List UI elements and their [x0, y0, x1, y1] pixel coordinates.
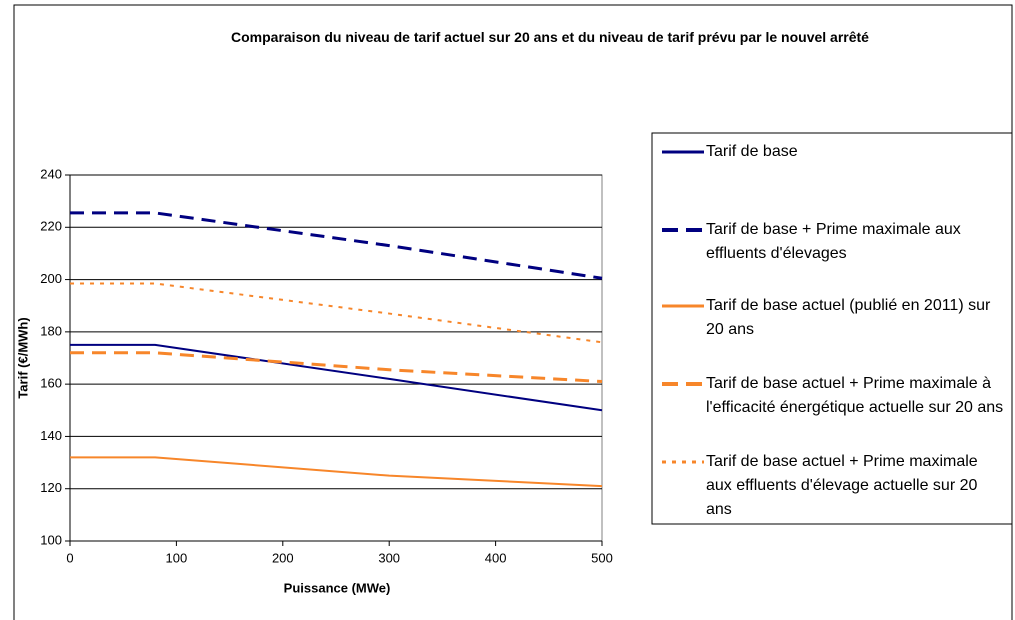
x-tick-label: 500 — [591, 550, 613, 565]
x-tick-label: 100 — [166, 550, 188, 565]
plot-area — [69, 174, 603, 542]
series-line — [70, 456, 603, 488]
y-tick-label: 100 — [40, 532, 62, 547]
y-tick-label: 200 — [40, 271, 62, 286]
x-tick-label: 200 — [272, 550, 294, 565]
x-axis-label: Puissance (MWe) — [284, 580, 391, 595]
legend-label: Tarif de base + Prime maximale aux efflu… — [706, 221, 961, 262]
legend-label: Tarif de base actuel (publié en 2011) su… — [706, 297, 991, 338]
x-tick-label: 300 — [378, 550, 400, 565]
y-tick-label: 240 — [40, 166, 62, 181]
y-tick-label: 220 — [40, 219, 62, 234]
legend-label: Tarif de base actuel + Prime maximale à … — [706, 375, 1004, 416]
chart-title: Comparaison du niveau de tarif actuel su… — [231, 29, 869, 45]
y-tick-label: 120 — [40, 480, 62, 495]
y-tick-label: 140 — [40, 428, 62, 443]
y-tick-label: 180 — [40, 323, 62, 338]
series-line — [70, 282, 603, 344]
series-line — [70, 211, 603, 280]
y-tick-label: 160 — [40, 376, 62, 391]
legend-label: Tarif de base — [706, 143, 798, 160]
x-tick-label: 0 — [66, 550, 73, 565]
y-axis-label: Tarif (€/MWh) — [15, 317, 30, 398]
series-line — [70, 351, 603, 384]
legend-box — [651, 132, 1013, 525]
x-tick-label: 400 — [485, 550, 507, 565]
legend-label: Tarif de base actuel + Prime maximale au… — [706, 453, 978, 518]
